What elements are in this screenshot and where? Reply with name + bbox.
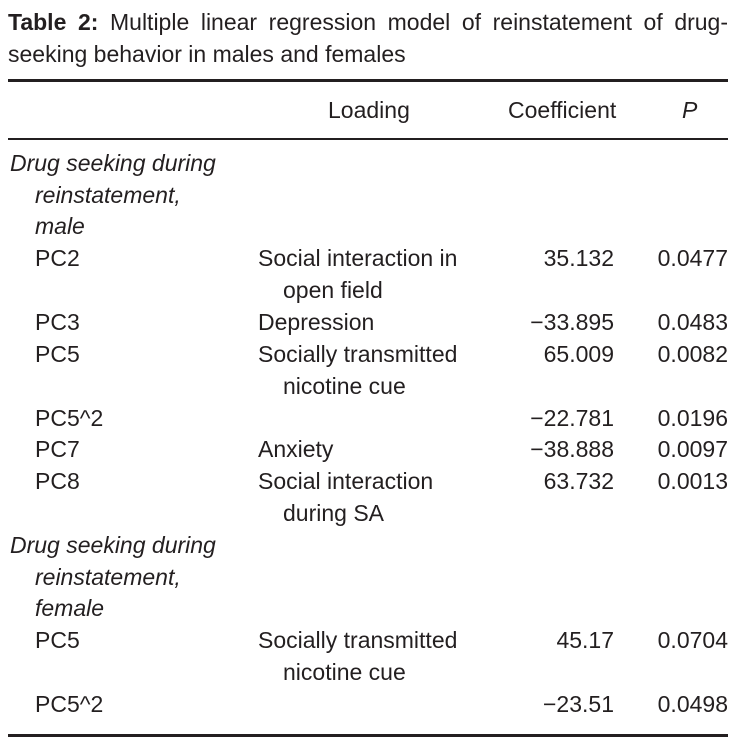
row-coefficient: −22.781 bbox=[530, 405, 614, 431]
top-rule bbox=[8, 79, 728, 82]
loading-line: during SA bbox=[283, 499, 385, 526]
row-coefficient: 45.17 bbox=[556, 627, 614, 653]
row-p-value: 0.0477 bbox=[657, 245, 728, 271]
loading-line: Anxiety bbox=[258, 436, 334, 462]
group-heading-female: Drug seeking during reinstatement, femal… bbox=[10, 530, 216, 625]
row-pc: PC7 bbox=[35, 436, 80, 462]
row-loading: Social interaction in open field bbox=[258, 243, 457, 306]
row-pc: PC5 bbox=[35, 341, 80, 367]
group-heading-line: Drug seeking during bbox=[10, 532, 216, 558]
bottom-rule bbox=[8, 734, 728, 737]
row-coefficient: 35.132 bbox=[543, 245, 614, 271]
row-p-value: 0.0498 bbox=[657, 691, 728, 717]
group-heading-line: reinstatement, bbox=[35, 181, 181, 208]
row-loading: Socially transmitted nicotine cue bbox=[258, 625, 457, 688]
table-label: Table 2: bbox=[8, 9, 99, 35]
row-p-value: 0.0196 bbox=[657, 405, 728, 431]
row-p-value: 0.0013 bbox=[657, 468, 728, 494]
loading-line: open field bbox=[283, 276, 383, 303]
loading-line: Depression bbox=[258, 309, 375, 335]
row-loading: Socially transmitted nicotine cue bbox=[258, 339, 457, 402]
row-loading: Depression bbox=[258, 307, 374, 339]
row-pc: PC5^2 bbox=[35, 691, 104, 717]
table-caption-text: Multiple linear regression model of rein… bbox=[8, 9, 729, 67]
row-p-value: 0.0082 bbox=[657, 341, 728, 367]
loading-line: Social interaction bbox=[258, 468, 434, 494]
loading-line: Social interaction in bbox=[258, 245, 458, 271]
row-coefficient: 63.732 bbox=[543, 468, 614, 494]
loading-line: Socially transmitted bbox=[258, 341, 458, 367]
row-pc: PC3 bbox=[35, 309, 80, 335]
row-p-value: 0.0704 bbox=[657, 627, 728, 653]
row-pc: PC2 bbox=[35, 245, 80, 271]
group-heading-line: female bbox=[35, 595, 105, 621]
row-coefficient: 65.009 bbox=[543, 341, 614, 367]
row-p-value: 0.0483 bbox=[657, 309, 728, 335]
row-p-value: 0.0097 bbox=[657, 436, 728, 462]
row-pc: PC5^2 bbox=[35, 405, 104, 431]
header-rule bbox=[8, 138, 728, 140]
header-p: P bbox=[682, 97, 698, 123]
row-coefficient: −38.888 bbox=[530, 436, 614, 462]
row-loading: Social interaction during SA bbox=[258, 466, 433, 529]
group-heading-line: Drug seeking during bbox=[10, 150, 216, 176]
header-loading: Loading bbox=[328, 97, 410, 123]
group-heading-line: reinstatement, bbox=[35, 563, 181, 590]
loading-line: nicotine cue bbox=[283, 372, 406, 399]
loading-line: Socially transmitted bbox=[258, 627, 458, 653]
row-loading: Anxiety bbox=[258, 434, 333, 466]
header-coefficient: Coefficient bbox=[508, 97, 617, 123]
group-heading-line: male bbox=[35, 213, 85, 239]
loading-line: nicotine cue bbox=[283, 658, 406, 685]
table-caption: Table 2: Multiple linear regression mode… bbox=[8, 6, 728, 70]
row-pc: PC8 bbox=[35, 468, 80, 494]
row-coefficient: −23.51 bbox=[543, 691, 614, 717]
row-coefficient: −33.895 bbox=[530, 309, 614, 335]
row-pc: PC5 bbox=[35, 627, 80, 653]
group-heading-male: Drug seeking during reinstatement, male bbox=[10, 148, 216, 243]
